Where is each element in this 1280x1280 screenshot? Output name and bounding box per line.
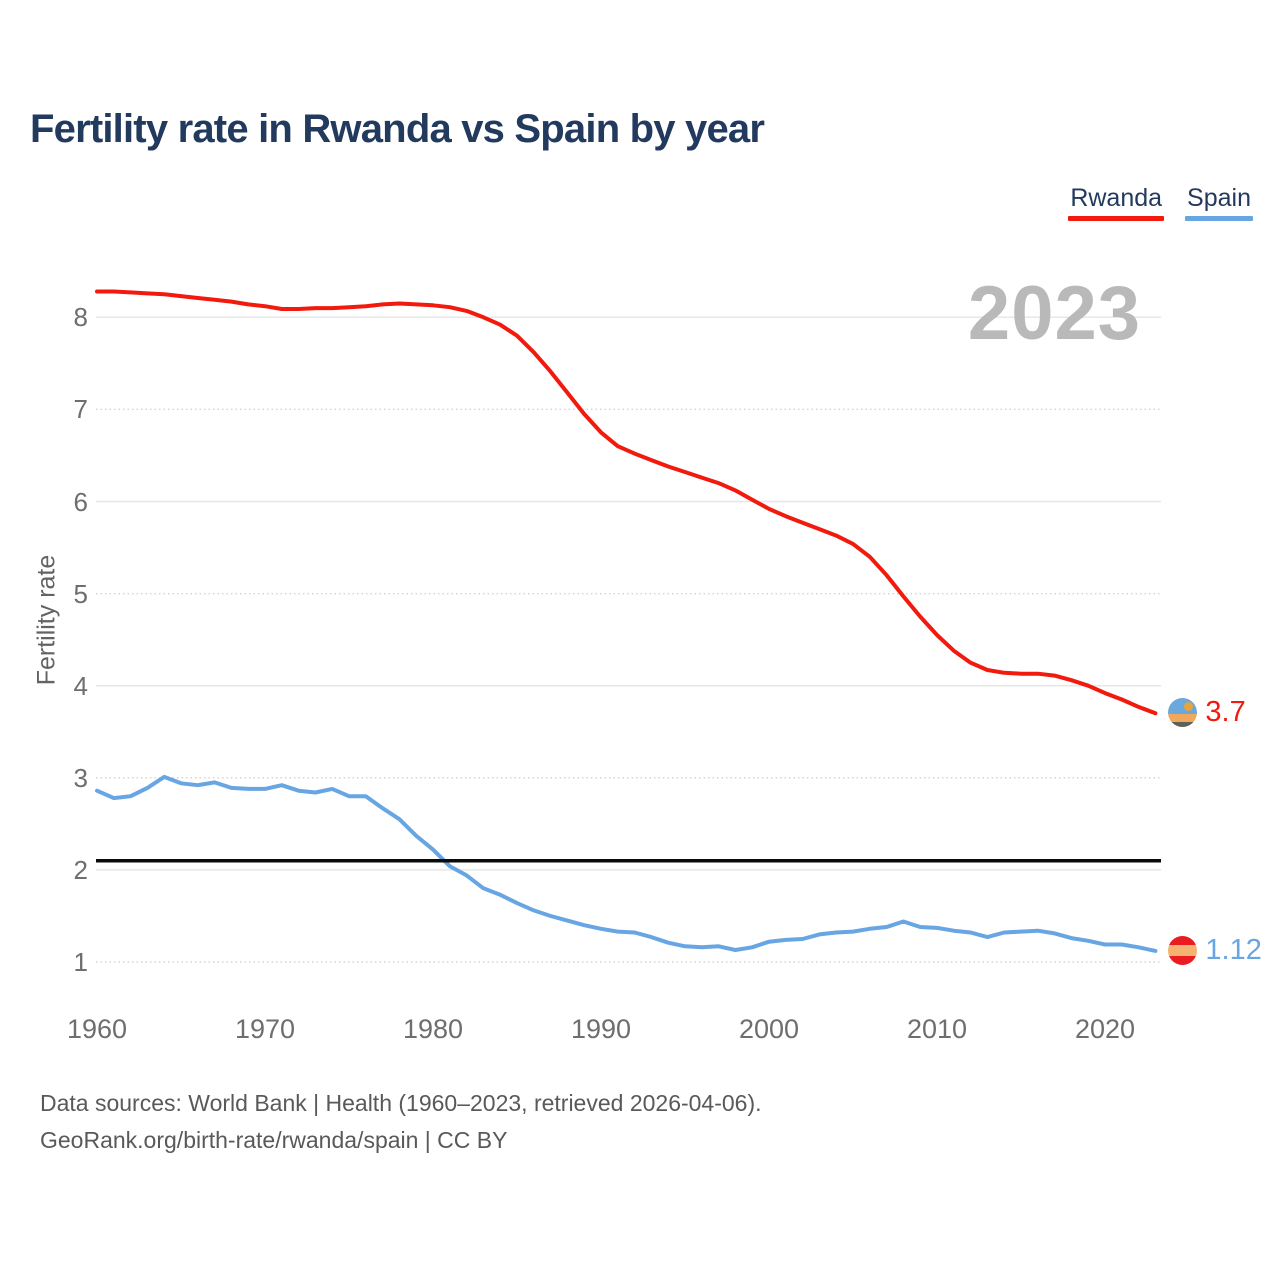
rwanda-flag-blue-band [1168, 698, 1198, 715]
x-tick-label-1960: 1960 [66, 1014, 128, 1044]
spain-flag-red-band-bottom [1168, 955, 1198, 965]
x-tick-label-2020: 2020 [1074, 1014, 1136, 1044]
series-line-rwanda[interactable] [95, 289, 1158, 716]
end-value-spain: 1.12 [1205, 933, 1262, 966]
end-value-rwanda: 3.7 [1205, 696, 1246, 729]
end-label-spain: 1.12 [1168, 933, 1262, 966]
rwanda-flag-icon [1168, 698, 1198, 728]
legend-label-spain: Spain [1187, 184, 1251, 212]
spain-flag-red-band-top [1168, 935, 1198, 945]
y-axis-title: Fertility rate [32, 554, 61, 686]
legend-item-rwanda[interactable]: Rwanda [1068, 184, 1165, 221]
x-tick-label-2000: 2000 [738, 1014, 800, 1044]
y-tick-label-2: 2 [73, 854, 88, 885]
x-tick-label-1980: 1980 [402, 1014, 464, 1044]
footer: Data sources: World Bank | Health (1960–… [40, 1085, 762, 1159]
y-tick-label-1: 1 [73, 947, 88, 977]
legend-underline-rwanda [1068, 216, 1165, 221]
legend-item-spain[interactable]: Spain [1185, 184, 1253, 221]
x-tick-label-2010: 2010 [906, 1014, 968, 1044]
y-tick-label-3: 3 [73, 762, 88, 793]
rwanda-flag-green-band [1168, 721, 1198, 728]
rwanda-flag-yellow-band [1168, 714, 1198, 722]
rwanda-flag-sun-icon [1184, 702, 1194, 712]
footer-line-sources: Data sources: World Bank | Health (1960–… [40, 1090, 762, 1116]
legend-label-rwanda: Rwanda [1070, 184, 1163, 212]
footer-line-attribution: GeoRank.org/birth-rate/rwanda/spain | CC… [40, 1127, 508, 1153]
series-line-spain[interactable] [95, 774, 1158, 953]
legend-underline-spain [1185, 216, 1253, 221]
y-tick-label-6: 6 [73, 486, 88, 517]
legend: Rwanda Spain [1068, 184, 1253, 221]
page-title: Fertility rate in Rwanda vs Spain by yea… [30, 107, 765, 151]
spain-flag-yellow-band [1168, 944, 1198, 956]
y-tick-label-4: 4 [73, 670, 88, 701]
y-tick-label-7: 7 [73, 394, 88, 425]
y-tick-label-8: 8 [73, 302, 88, 333]
x-tick-label-1990: 1990 [570, 1014, 632, 1044]
x-tick-label-1970: 1970 [234, 1014, 296, 1044]
spain-flag-icon [1168, 935, 1198, 965]
y-tick-label-5: 5 [73, 578, 88, 609]
year-watermark: 2023 [967, 271, 1141, 356]
end-label-rwanda: 3.7 [1168, 696, 1246, 729]
